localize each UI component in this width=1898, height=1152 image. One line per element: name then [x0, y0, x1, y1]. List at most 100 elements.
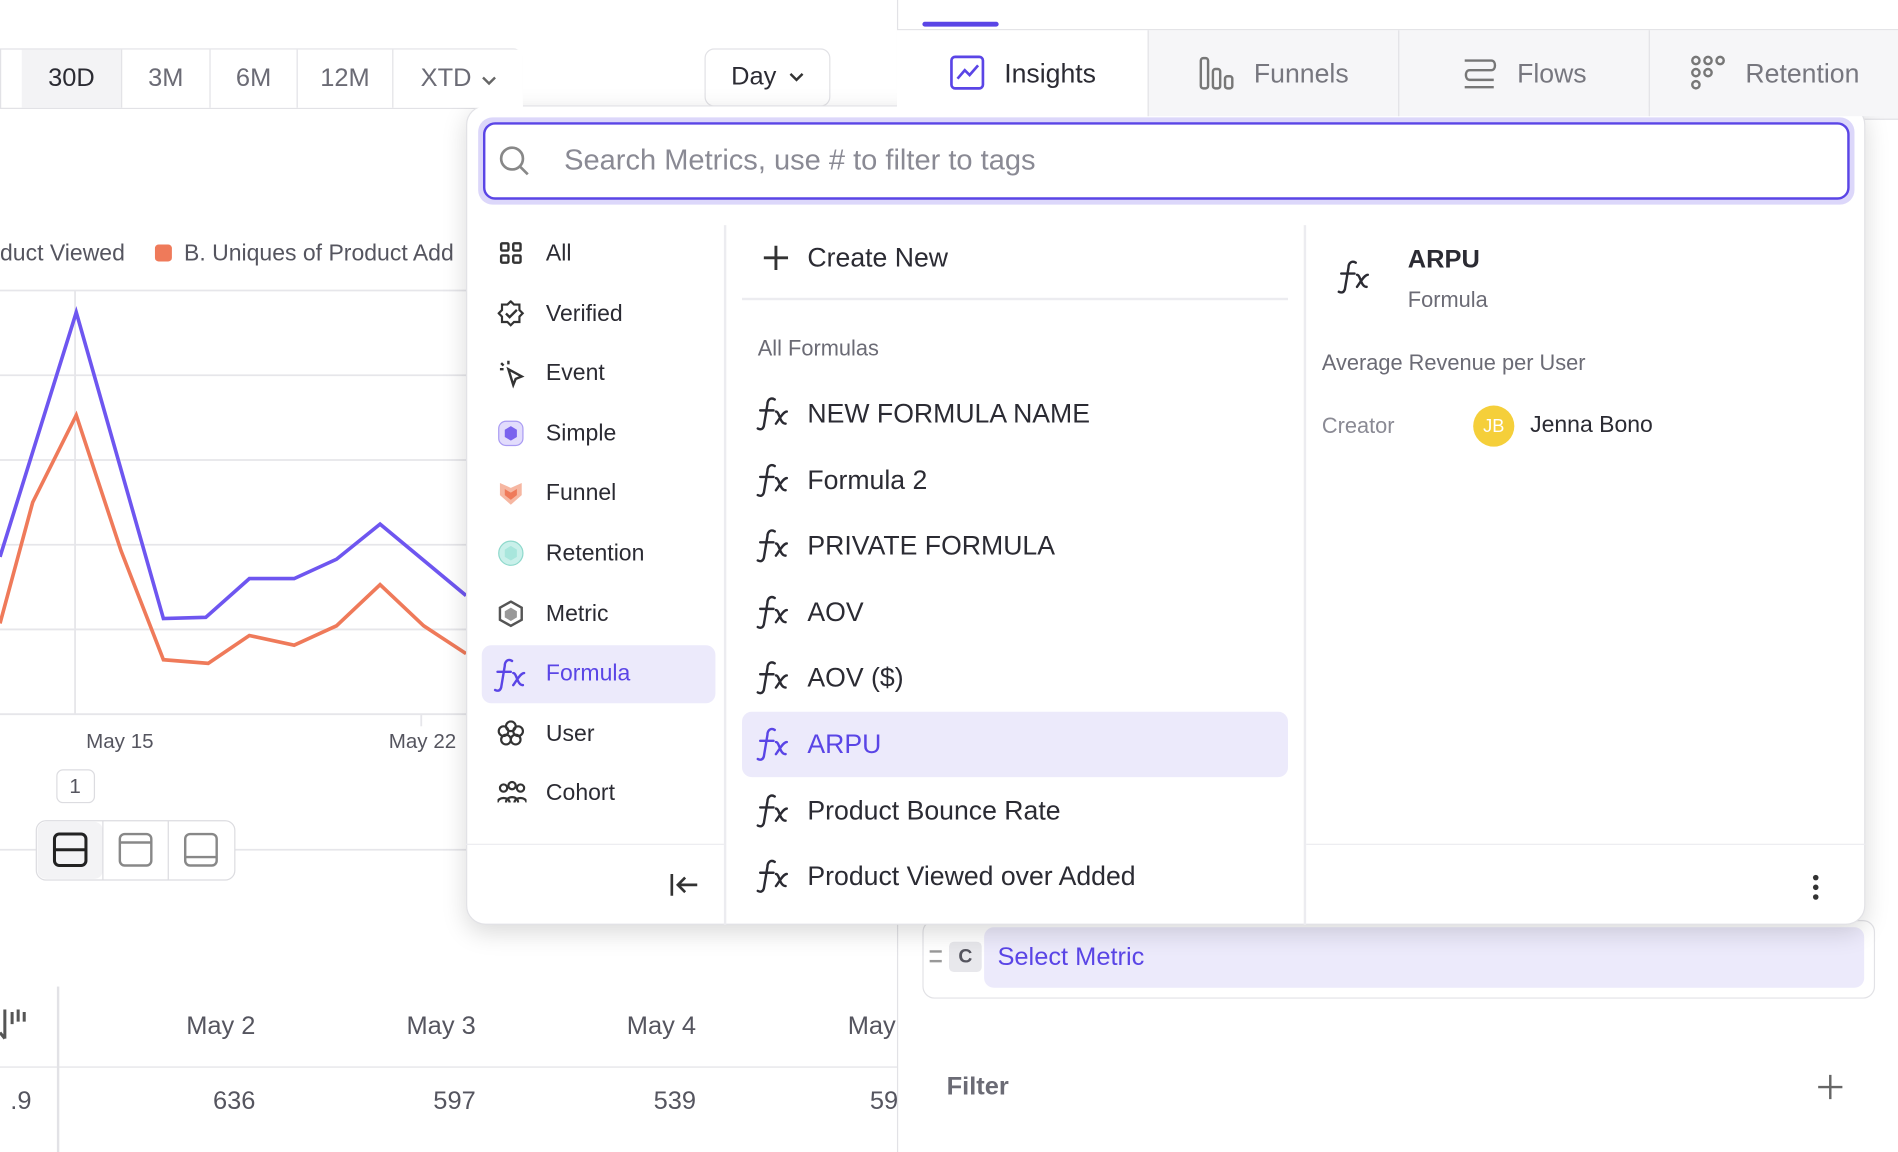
legend-swatch: [154, 244, 172, 262]
creator-label: Creator: [1321, 413, 1395, 438]
chart-area: [0, 244, 897, 881]
tab-icon: [1690, 54, 1729, 93]
table-cell: .9: [10, 1087, 32, 1115]
tab[interactable]: Funnels: [1147, 30, 1399, 117]
row-divider: [0, 1066, 897, 1068]
column-divider: [1303, 225, 1307, 925]
range-button[interactable]: 30D: [21, 49, 122, 108]
range-label: 3M: [148, 64, 184, 92]
tab-label: Flows: [1517, 57, 1587, 88]
section-title: All Formulas: [757, 335, 879, 361]
category-icon: [496, 780, 528, 815]
category-item[interactable]: All: [545, 240, 572, 267]
table-cell: 636: [212, 1087, 256, 1115]
sort-icon: [0, 1009, 26, 1040]
tab[interactable]: Insights: [896, 30, 1148, 117]
chevron: [790, 72, 804, 82]
detail-description: Average Revenue per User: [1321, 350, 1586, 375]
range-label: 30D: [48, 64, 95, 92]
column-divider: [723, 225, 727, 925]
formula-item[interactable]: ARPU: [807, 728, 882, 759]
create-new[interactable]: Create New: [807, 242, 949, 273]
search-box[interactable]: [482, 122, 1850, 200]
category-item[interactable]: Simple: [545, 421, 617, 447]
fx-icon: [1336, 257, 1375, 302]
category-icon: [498, 420, 527, 455]
category-icon: [498, 360, 527, 395]
series-line: [0, 410, 468, 666]
select-metric-label[interactable]: Select Metric: [997, 942, 1145, 971]
range-button[interactable]: XTD: [392, 49, 523, 108]
category-item[interactable]: User: [545, 721, 595, 747]
formula-item[interactable]: PRIVATE FORMULA: [807, 530, 1056, 561]
category-item[interactable]: Cohort: [545, 781, 615, 807]
column-header: May 3: [406, 1011, 476, 1040]
fx-icon: [493, 655, 532, 700]
category-item[interactable]: Verified: [545, 300, 623, 327]
category-item[interactable]: Metric: [545, 601, 609, 627]
category-icon: [498, 599, 527, 635]
range-button[interactable]: 6M: [209, 49, 297, 108]
tab[interactable]: Retention: [1648, 30, 1898, 117]
category-item[interactable]: Funnel: [545, 481, 617, 507]
legend-entry: B. Uniques of Product Add: [183, 240, 454, 267]
table-cell: 59: [869, 1087, 899, 1115]
collapse-button[interactable]: [668, 872, 699, 899]
tab[interactable]: Flows: [1398, 30, 1649, 117]
add-filter[interactable]: [1816, 1073, 1845, 1102]
tab-icon: [1461, 54, 1500, 93]
fx-icon: [755, 790, 794, 835]
detail-title: ARPU: [1407, 245, 1480, 274]
interval-select[interactable]: Day: [704, 48, 831, 107]
category-icon: [498, 480, 527, 515]
select-metric[interactable]: [984, 927, 1865, 988]
fx-icon: [755, 856, 794, 901]
formula-item[interactable]: Formula 2: [807, 464, 928, 495]
query-letter: C: [949, 941, 982, 973]
fx-icon: [755, 459, 794, 504]
x-tick-label: May 22: [388, 729, 457, 753]
formula-item[interactable]: Product Bounce Rate: [807, 794, 1061, 826]
tab-label: Retention: [1745, 57, 1860, 88]
category-item[interactable]: Formula: [545, 661, 631, 687]
range-button[interactable]: 12M: [296, 49, 393, 108]
formula-selected: [742, 711, 1288, 778]
range-button[interactable]: 3M: [121, 49, 210, 108]
detail-type: Formula: [1407, 287, 1488, 312]
category-icon: [497, 299, 527, 335]
formula-item[interactable]: NEW FORMULA NAME: [807, 398, 1091, 429]
category-item[interactable]: Event: [545, 360, 605, 387]
x-tick-label: May 15: [86, 729, 154, 753]
series-line: [0, 305, 468, 621]
category-item[interactable]: Retention: [545, 541, 645, 567]
tab-icon: [949, 54, 988, 93]
range-label: XTD: [420, 64, 472, 92]
plus-icon: [763, 245, 789, 270]
page-number[interactable]: 1: [69, 774, 81, 798]
search-icon: [499, 146, 529, 176]
table-divider: [56, 986, 60, 1152]
table-cell: 539: [653, 1087, 697, 1115]
metric-picker: [466, 105, 1866, 925]
page-box: [56, 769, 96, 804]
range-label: 6M: [235, 64, 272, 92]
filter-label: Filter: [946, 1072, 1009, 1101]
column-header: May 2: [186, 1011, 256, 1040]
creator-name: Jenna Bono: [1530, 412, 1653, 439]
fx-icon: [755, 724, 794, 769]
formula-item[interactable]: Product Viewed over Added: [807, 860, 1136, 892]
creator-avatar: JB: [1473, 405, 1515, 447]
formula-item[interactable]: AOV ($): [807, 662, 904, 693]
fx-icon: [755, 526, 794, 571]
footer-divider: [466, 843, 724, 845]
category-icon: [498, 540, 527, 575]
formula-item[interactable]: AOV: [807, 596, 864, 627]
fx-icon: [755, 658, 794, 703]
tab-label: Insights: [1004, 57, 1096, 88]
column-header: May 4: [626, 1011, 697, 1040]
footer-divider: [1306, 843, 1866, 845]
more-button[interactable]: [1808, 874, 1823, 901]
drag-handle[interactable]: [929, 950, 942, 963]
active-indicator: [922, 21, 999, 27]
